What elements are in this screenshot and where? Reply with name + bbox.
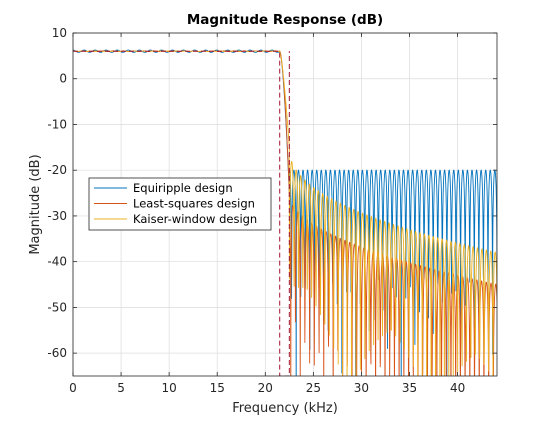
x-axis-label: Frequency (kHz) [232,401,338,416]
y-tick-label: -30 [47,209,67,223]
y-tick-label: -20 [47,163,67,177]
y-tick-label: -50 [47,300,67,314]
x-tick-label: 10 [162,381,177,395]
x-tick-label: 25 [306,381,321,395]
y-axis-label: Magnitude (dB) [28,154,43,254]
axis-ticks: 0 5 10 15 20 25 30 35 40 10 0 -10 -20 -30 -40 -50 -60 [47,26,497,395]
specification-mask-line [73,50,290,376]
legend-label: Equiripple design [133,181,233,195]
plot-area [73,49,497,376]
legend[interactable]: Equiripple design Least-squares designKai… [88,177,272,231]
legend-label: Kaiser-window design [133,212,257,226]
x-tick-label: 5 [117,381,125,395]
x-tick-label: 15 [210,381,225,395]
x-tick-label: 30 [354,381,369,395]
x-tick-label: 20 [258,381,273,395]
y-tick-label: -60 [47,346,67,360]
y-tick-label: -40 [47,255,67,269]
x-tick-label: 35 [402,381,417,395]
series-kaiser-window-line [73,50,497,376]
y-tick-label: 0 [59,72,67,86]
y-tick-label: -10 [47,117,67,131]
x-tick-label: 0 [69,381,77,395]
x-tick-label: 40 [450,381,465,395]
legend-label: Least-squares design [133,197,255,211]
chart-title: Magnitude Response (dB) [187,12,383,28]
axes-box [72,32,498,377]
y-tick-label: 10 [52,26,67,40]
